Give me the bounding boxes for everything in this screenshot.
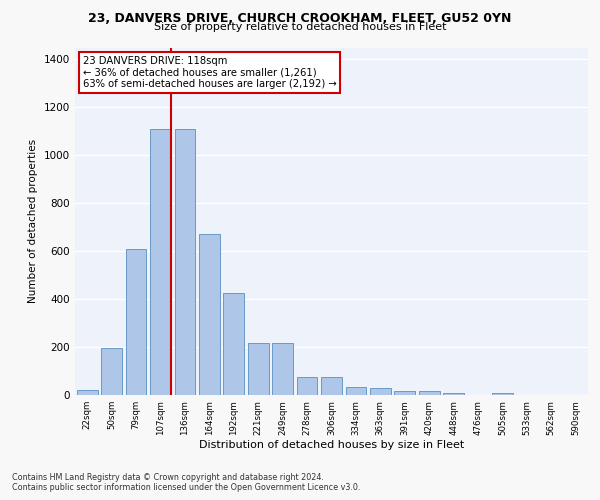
Bar (443, 392, 464, 395)
Bar (248, 344, 269, 395)
Text: 23, DANVERS DRIVE, CHURCH CROOKHAM, FLEET, GU52 0YN: 23, DANVERS DRIVE, CHURCH CROOKHAM, FLEE… (88, 12, 512, 26)
Bar (321, 377, 342, 395)
Bar (272, 344, 293, 395)
Bar (370, 388, 391, 395)
Bar (419, 392, 440, 395)
Bar (199, 234, 220, 395)
Bar (394, 392, 415, 395)
Bar (101, 348, 122, 395)
Bar (125, 249, 146, 395)
Text: 23 DANVERS DRIVE: 118sqm
← 36% of detached houses are smaller (1,261)
63% of sem: 23 DANVERS DRIVE: 118sqm ← 36% of detach… (83, 56, 337, 90)
Text: Contains HM Land Registry data © Crown copyright and database right 2024.: Contains HM Land Registry data © Crown c… (12, 472, 324, 482)
Bar (492, 392, 513, 395)
Bar (150, 129, 171, 395)
Bar (223, 293, 244, 395)
Y-axis label: Number of detached properties: Number of detached properties (28, 139, 38, 304)
Bar (77, 390, 98, 395)
Bar (175, 129, 196, 395)
Text: Size of property relative to detached houses in Fleet: Size of property relative to detached ho… (154, 22, 446, 32)
Bar (296, 377, 317, 395)
Text: Contains public sector information licensed under the Open Government Licence v3: Contains public sector information licen… (12, 484, 361, 492)
Bar (346, 386, 367, 395)
X-axis label: Distribution of detached houses by size in Fleet: Distribution of detached houses by size … (199, 440, 464, 450)
